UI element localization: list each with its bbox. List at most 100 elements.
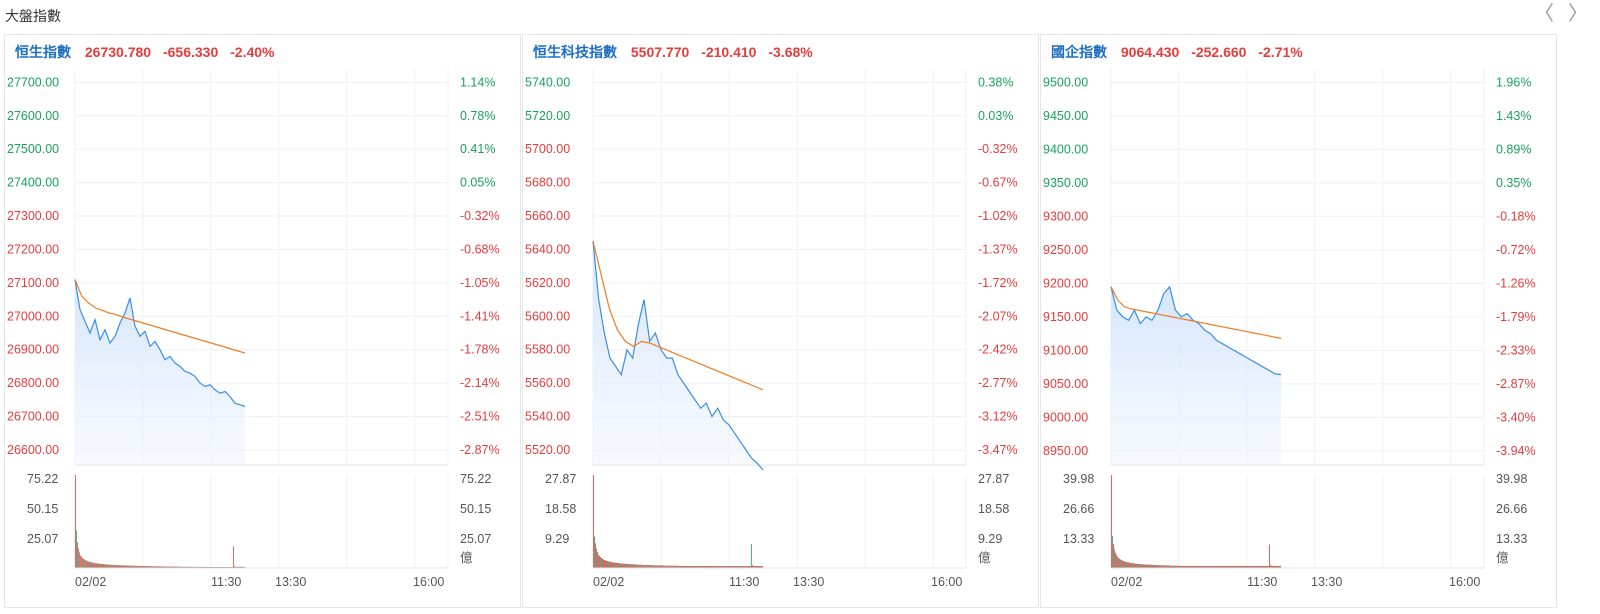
volume-bar	[1276, 565, 1277, 568]
volume-bar	[727, 566, 729, 568]
volume-bar	[1236, 565, 1237, 568]
price-tick-label: 27600.00	[7, 109, 59, 123]
volume-bar	[1248, 565, 1249, 568]
volume-bar	[1280, 565, 1281, 568]
index-panel-hstech[interactable]: 恒生科技指數 5507.770 -210.410 -3.68% 5740.00 0…	[522, 34, 1039, 608]
pct-tick-label: 1.14%	[460, 75, 495, 89]
volume-bar	[706, 566, 708, 568]
volume-bar	[1123, 561, 1124, 568]
volume-bar	[181, 566, 182, 568]
chevron-right-icon[interactable]: 〉	[1568, 3, 1588, 25]
volume-bar	[696, 566, 698, 568]
volume-bar	[1153, 565, 1154, 568]
price-tick-label: 5620.00	[525, 276, 570, 290]
volume-bar	[1112, 536, 1113, 568]
volume-bar	[1205, 565, 1206, 568]
volume-bar	[731, 566, 733, 568]
intraday-chart: 5740.00 0.38% 5720.00 0.03% 5700.00 -0.32% 568…	[525, 69, 1018, 589]
volume-bar	[102, 564, 104, 568]
volume-bar	[116, 565, 118, 568]
volume-bar	[1137, 563, 1138, 568]
index-name[interactable]: 恒生科技指數	[533, 44, 617, 60]
volume-bar	[145, 566, 147, 568]
volume-bar	[631, 564, 633, 568]
volume-bar	[86, 560, 88, 568]
volume-bar	[165, 566, 167, 568]
volume-bar	[736, 566, 738, 568]
volume-bar	[202, 566, 204, 568]
volume-bar	[179, 566, 180, 568]
volume-bar	[657, 565, 659, 568]
index-name[interactable]: 恒生指數	[15, 44, 71, 60]
volume-bar	[714, 566, 716, 568]
volume-bar	[747, 566, 749, 568]
volume-bar	[713, 566, 715, 568]
volume-bar	[75, 530, 77, 568]
index-change: -656.330	[162, 44, 219, 60]
volume-bar	[1260, 565, 1261, 568]
volume-bar	[109, 564, 111, 568]
volume-bar	[630, 564, 632, 568]
pct-tick-label: 1.96%	[1496, 75, 1531, 89]
volume-bar	[182, 566, 183, 568]
index-name[interactable]: 國企指數	[1051, 44, 1107, 60]
volume-bar	[651, 565, 653, 568]
volume-bar	[1156, 565, 1157, 568]
volume-bar	[1150, 564, 1151, 568]
volume-bar	[1249, 565, 1250, 568]
volume-bar	[168, 566, 170, 568]
volume-bar	[1176, 565, 1177, 568]
x-tick-label: 11:30	[1247, 575, 1277, 589]
volume-bar	[1204, 565, 1205, 568]
volume-bar	[239, 566, 240, 568]
volume-bar	[739, 566, 741, 568]
volume-bar	[1183, 565, 1184, 568]
volume-tick-label: 18.58	[978, 502, 1009, 516]
volume-bar	[593, 475, 594, 568]
volume-bar	[1195, 565, 1196, 568]
volume-bar	[674, 565, 676, 568]
volume-bar	[79, 555, 81, 568]
volume-bar	[1274, 565, 1275, 568]
volume-bar	[1243, 565, 1244, 568]
volume-bar	[1181, 565, 1182, 568]
volume-bar	[598, 554, 599, 568]
volume-bar	[104, 564, 106, 568]
pct-tick-label: -0.32%	[978, 142, 1018, 156]
price-tick-label: 9300.00	[1043, 209, 1088, 223]
volume-bar	[703, 566, 705, 568]
chevron-left-icon[interactable]: 〈	[1534, 3, 1554, 25]
volume-bar	[1215, 565, 1216, 568]
volume-bar	[656, 565, 658, 568]
volume-bar	[236, 566, 237, 568]
volume-bar	[192, 566, 194, 568]
volume-bar	[199, 566, 201, 568]
volume-bar	[126, 565, 127, 568]
volume-bar	[89, 561, 91, 568]
volume-bar	[201, 566, 203, 568]
index-panel-hscei[interactable]: 國企指數 9064.430 -252.660 -2.71% 9500.00 1.9…	[1040, 34, 1557, 608]
volume-bar	[688, 566, 690, 568]
volume-bar	[1174, 565, 1175, 568]
volume-bar	[156, 566, 158, 568]
price-area	[75, 279, 245, 465]
price-tick-label: 27700.00	[7, 75, 59, 89]
average-line	[592, 240, 764, 391]
volume-bar	[108, 564, 110, 568]
volume-bar	[1275, 565, 1276, 568]
volume-bar	[1177, 565, 1178, 568]
pct-tick-label: -1.26%	[1496, 276, 1536, 290]
volume-bar	[1138, 564, 1139, 568]
volume-bar	[624, 563, 625, 568]
volume-bar	[244, 566, 245, 568]
volume-bar	[1245, 565, 1246, 568]
volume-bar	[1182, 565, 1183, 568]
volume-bar	[684, 566, 686, 568]
volume-bar	[1253, 565, 1254, 568]
volume-tick-label: 26.66	[1063, 502, 1094, 516]
volume-bar	[93, 562, 95, 568]
average-line	[1110, 286, 1282, 339]
index-panel-hsi[interactable]: 恒生指數 26730.780 -656.330 -2.40% 27700.00 1…	[4, 34, 521, 608]
volume-bar	[1121, 560, 1122, 568]
volume-bar	[1167, 565, 1168, 568]
